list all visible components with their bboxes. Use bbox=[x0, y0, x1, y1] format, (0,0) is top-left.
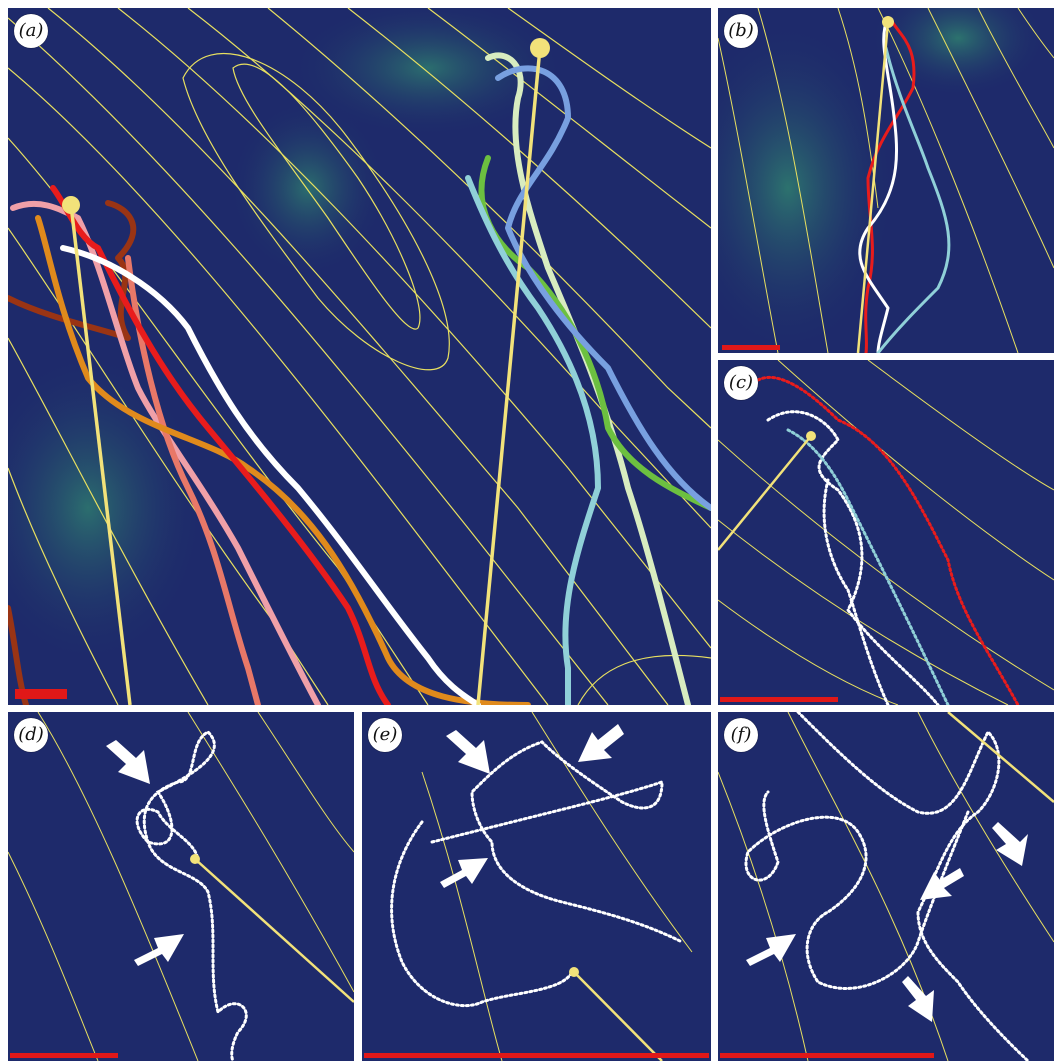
anchor-point bbox=[569, 967, 579, 977]
track-blue bbox=[495, 65, 711, 511]
panel-e: (e) bbox=[362, 712, 711, 1061]
tethers bbox=[69, 47, 542, 705]
tether bbox=[573, 971, 663, 1061]
track-red bbox=[864, 21, 916, 353]
scale-bar bbox=[722, 345, 780, 350]
track-white-2 bbox=[822, 478, 890, 705]
panel-f: (f) bbox=[718, 712, 1054, 1061]
tether bbox=[947, 712, 1054, 803]
tracks bbox=[858, 16, 951, 353]
panel-label: (b) bbox=[724, 14, 758, 48]
track-white bbox=[60, 245, 481, 705]
anchor-point bbox=[530, 38, 550, 58]
track-pink bbox=[10, 200, 321, 705]
panel-label: (f) bbox=[724, 718, 758, 752]
panel-f-map bbox=[718, 712, 1054, 1061]
scale-bar bbox=[15, 689, 67, 699]
tracks-left bbox=[8, 185, 531, 705]
panel-b-map bbox=[718, 8, 1054, 353]
contour-lines bbox=[421, 712, 693, 1061]
panel-a-map bbox=[8, 8, 711, 705]
panel-d: (d) bbox=[8, 712, 354, 1061]
arrow-icon bbox=[106, 740, 184, 966]
track-orange bbox=[35, 215, 531, 705]
scale-bar bbox=[364, 1053, 709, 1058]
anchor-point bbox=[882, 16, 894, 28]
track-pale bbox=[485, 52, 691, 705]
track-white bbox=[766, 410, 940, 705]
track-white bbox=[135, 730, 248, 1061]
panel-b: (b) bbox=[718, 8, 1054, 353]
contour-lines bbox=[8, 8, 711, 705]
panel-c: (c) bbox=[718, 360, 1054, 705]
arrow-icon bbox=[440, 724, 624, 888]
track-red bbox=[50, 185, 391, 705]
anchor-point bbox=[806, 431, 816, 441]
panel-a: (a) bbox=[8, 8, 711, 705]
anchor-point bbox=[62, 196, 80, 214]
arrow-icon bbox=[746, 822, 1028, 1022]
contour-lines bbox=[718, 360, 1054, 705]
track-red bbox=[756, 375, 1020, 705]
track-lightblue bbox=[876, 46, 951, 353]
panel-label: (d) bbox=[14, 718, 48, 752]
tether bbox=[718, 435, 812, 551]
contour-lines bbox=[8, 712, 354, 1061]
panel-c-map bbox=[718, 360, 1054, 705]
panel-e-map bbox=[362, 712, 711, 1061]
panel-d-map bbox=[8, 712, 354, 1061]
panel-label: (a) bbox=[14, 14, 48, 48]
track-lightblue bbox=[786, 428, 950, 705]
track-white bbox=[744, 712, 1030, 1061]
scale-bar bbox=[720, 697, 838, 702]
track-lightblue bbox=[465, 175, 601, 705]
anchor-point bbox=[190, 854, 200, 864]
terrain-patch bbox=[718, 18, 898, 353]
terrain-patch bbox=[228, 98, 388, 278]
tracks-right bbox=[465, 52, 711, 705]
contour-lines bbox=[718, 8, 1054, 353]
scale-bar bbox=[720, 1053, 934, 1058]
panel-label: (c) bbox=[724, 366, 758, 400]
panel-label: (e) bbox=[368, 718, 402, 752]
track-white bbox=[858, 16, 899, 353]
tracks bbox=[756, 375, 1020, 705]
tether bbox=[856, 21, 890, 353]
tether bbox=[194, 858, 354, 1003]
track-white bbox=[390, 740, 684, 1008]
scale-bar bbox=[10, 1053, 118, 1058]
